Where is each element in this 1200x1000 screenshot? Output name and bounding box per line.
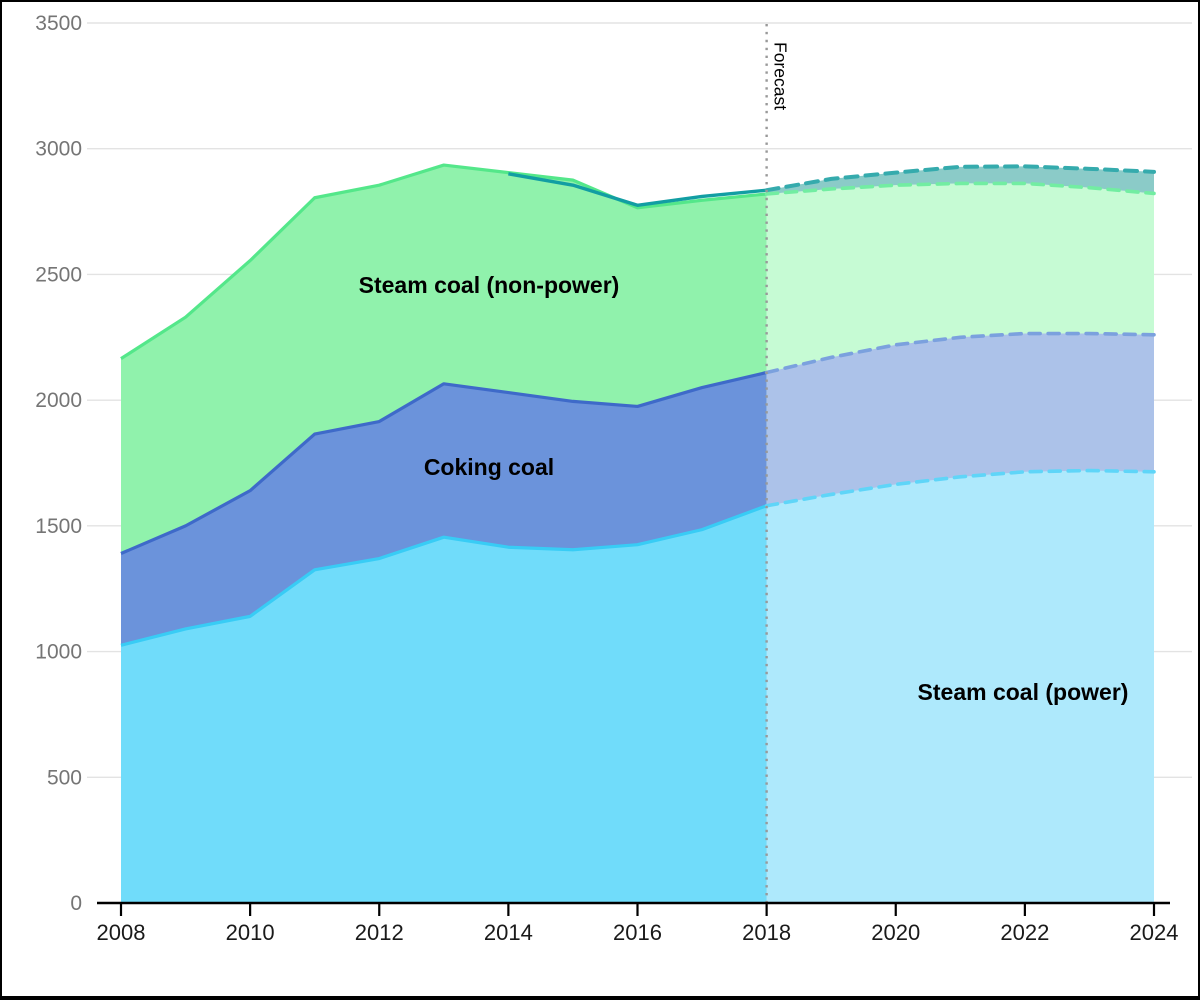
- y-tick-label: 2000: [35, 389, 82, 412]
- y-tick-label: 500: [47, 766, 82, 789]
- area-steam-power-historical: [121, 505, 767, 903]
- y-tick-label: 3000: [35, 138, 82, 161]
- x-tick-label: 2022: [1000, 920, 1049, 945]
- y-tick-label: 3500: [35, 12, 82, 35]
- line-steam-power-forecast: [764, 468, 1156, 508]
- y-tick-label: 1000: [35, 641, 82, 664]
- label-steam-power: Steam coal (power): [918, 679, 1129, 705]
- total-line-historical: [508, 172, 767, 207]
- x-tick-label: 2014: [484, 920, 533, 945]
- line-coking-historical: [120, 370, 767, 555]
- line-steam-power-historical: [120, 504, 768, 647]
- label-coking: Coking coal: [424, 454, 554, 480]
- total-vs-stack-band-forecast: [766, 166, 1154, 194]
- x-tick-label: 2008: [97, 920, 146, 945]
- x-tick-label: 2016: [613, 920, 662, 945]
- x-tick-label: 2012: [355, 920, 404, 945]
- x-tick-label: 2010: [226, 920, 275, 945]
- y-tick-label: 0: [70, 892, 82, 915]
- line-coking-forecast: [764, 331, 1156, 375]
- line-steam-nonpower-forecast: [764, 181, 1156, 196]
- area-steam-power-forecast: [766, 470, 1154, 903]
- label-steam-nonpower: Steam coal (non-power): [359, 272, 620, 298]
- y-tick-label: 2500: [35, 263, 82, 286]
- x-tick-label: 2024: [1130, 920, 1179, 945]
- x-tick-label: 2020: [871, 920, 920, 945]
- forecast-divider-label: Forecast: [771, 42, 791, 110]
- total-line-forecast: [764, 164, 1156, 193]
- y-tick-label: 1500: [35, 515, 82, 538]
- line-steam-nonpower-historical: [120, 163, 767, 361]
- x-tick-label: 2018: [742, 920, 791, 945]
